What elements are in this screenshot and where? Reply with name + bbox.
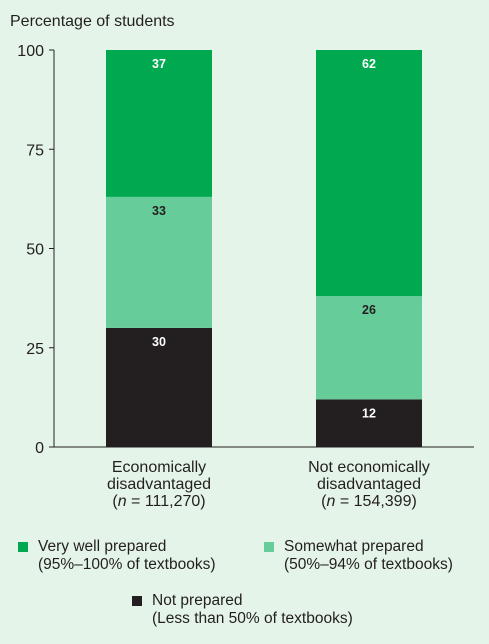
legend-swatch-very-well [18,542,28,552]
bar-very_well-1 [316,50,422,297]
y-tick-label-0: 0 [35,440,44,457]
legend-swatch-not-prepared [132,596,142,606]
data-label-somewhat-1: 26 [362,303,376,317]
legend-not-prepared: Not prepared (Less than 50% of textbooks… [132,592,353,628]
legend-range-very-well: (95%–100% of textbooks) [38,556,216,573]
legend-label-not-prepared: Not prepared [152,592,243,609]
bar-somewhat-1 [316,296,422,400]
x-label-0-n: (n = 111,270) [112,493,205,510]
data-label-not_prepared-0: 30 [152,335,166,349]
y-tick-label-100: 100 [17,43,44,60]
data-label-very_well-0: 37 [152,57,166,71]
bar-not_prepared-1 [316,399,422,447]
data-label-not_prepared-1: 12 [362,406,376,420]
y-axis-label: Percentage of students [10,13,175,30]
x-label-1-line-1: disadvantaged [317,476,421,493]
y-tick-label-75: 75 [26,142,44,159]
legend-range-not-prepared: (Less than 50% of textbooks) [152,610,353,627]
data-label-somewhat-0: 33 [152,204,166,218]
legend-range-somewhat: (50%–94% of textbooks) [284,556,453,573]
legend-label-very-well: Very well prepared [38,538,167,555]
y-tick-label-50: 50 [26,242,44,259]
x-label-0-line-0: Economically [112,459,206,476]
x-label-0-line-1: disadvantaged [107,476,211,493]
x-label-1-line-0: Not economically [308,459,430,476]
y-tick-label-25: 25 [26,341,44,358]
data-label-very_well-1: 62 [362,57,376,71]
bar-somewhat-0 [106,196,212,328]
bar-not_prepared-0 [106,327,212,447]
y-axis-ticks: 0 25 50 75 100 [17,43,54,457]
bars: 30 33 37 12 26 62 [106,50,422,447]
x-label-1-n: (n = 154,399) [321,493,417,510]
legend-label-somewhat: Somewhat prepared [284,538,424,555]
legend-somewhat: Somewhat prepared (50%–94% of textbooks) [264,538,453,574]
legend-swatch-somewhat [264,542,274,552]
axes [53,50,474,448]
legend-very-well: Very well prepared (95%–100% of textbook… [18,538,216,574]
bar-very_well-0 [106,50,212,197]
